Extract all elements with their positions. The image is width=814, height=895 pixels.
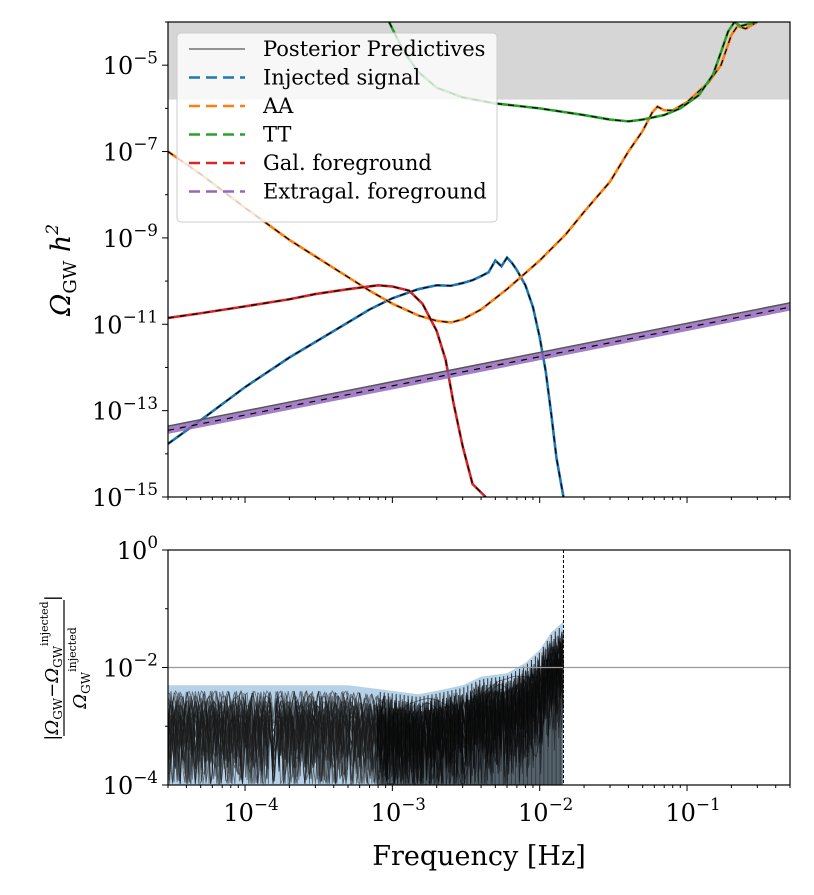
- posterior-sample-trace: [168, 640, 564, 727]
- top-y-tick-label: 10−9: [103, 220, 158, 253]
- bottom-y-axis-label: |ΩGW−ΩGWinjected| ΩGWinjected: [38, 595, 93, 741]
- bottom-y-tick-label: 100: [117, 532, 158, 565]
- legend-label: Posterior Predictives: [263, 37, 485, 61]
- x-axis-ticks: 10−4 10−3 10−2 10−1: [167, 785, 791, 827]
- legend-label: Extragal. foreground: [263, 180, 487, 204]
- legend-label: Gal. foreground: [263, 151, 432, 175]
- bottom-axes-frame: [167, 549, 791, 786]
- top-y-ticks: 10−15 10−13 10−11 10−9 10−7 10−5: [92, 21, 791, 512]
- series-line: [168, 283, 487, 497]
- x-axis-label: Frequency [Hz]: [372, 841, 585, 872]
- top-y-tick-label: 10−7: [103, 134, 158, 167]
- legend-label: Injected signal: [263, 66, 420, 90]
- top-series: [168, 22, 790, 497]
- posterior-predictive-line: [168, 256, 565, 497]
- posterior-predictive-line: [168, 284, 487, 497]
- svg-text:|ΩGW−ΩGWinjected|: |ΩGW−ΩGWinjected|: [38, 595, 65, 741]
- legend-box: [176, 32, 498, 223]
- bottom-y-tick-label: 10−4: [103, 767, 158, 800]
- top-y-tick-label: 10−5: [103, 47, 158, 80]
- top-y-axis-label: ΩGW h2: [43, 224, 81, 317]
- top-y-tick-label: 10−11: [92, 306, 158, 339]
- top-y-tick-label: 10−13: [92, 393, 158, 426]
- x-tick-label: 10−3: [371, 794, 426, 827]
- bottom-panel: 10−4 10−2 100 10−4 10−3 10−2 10−1 |ΩGW−ΩGWinj…: [38, 532, 791, 872]
- x-tick-label: 10−1: [665, 794, 720, 827]
- top-y-tick-label: 10−15: [92, 479, 158, 512]
- bottom-y-ticks: 10−4 10−2 100: [103, 532, 168, 800]
- series-line: [168, 255, 565, 497]
- posterior-predictive-line: [168, 306, 790, 431]
- posterior-sample-trace: [168, 639, 564, 740]
- bottom-y-tick-label: 10−2: [103, 650, 158, 683]
- error-band: [168, 621, 564, 785]
- posterior-predictive-line: [388, 22, 758, 122]
- legend: Posterior Predictives Injected signal AA TT…: [176, 32, 498, 223]
- top-axes-frame: [167, 21, 791, 498]
- x-tick-label: 10−2: [518, 794, 573, 827]
- legend-label: TT: [263, 123, 291, 147]
- posterior-predictive-line: [168, 22, 758, 324]
- top-panel: 10−15 10−13 10−11 10−9 10−7 10−5 Posterior Pr…: [43, 21, 791, 512]
- legend-label: AA: [262, 94, 294, 118]
- posterior-predictive-line: [168, 302, 790, 427]
- svg-text:ΩGWinjected: ΩGWinjected: [66, 627, 93, 710]
- x-tick-label: 10−4: [223, 794, 278, 827]
